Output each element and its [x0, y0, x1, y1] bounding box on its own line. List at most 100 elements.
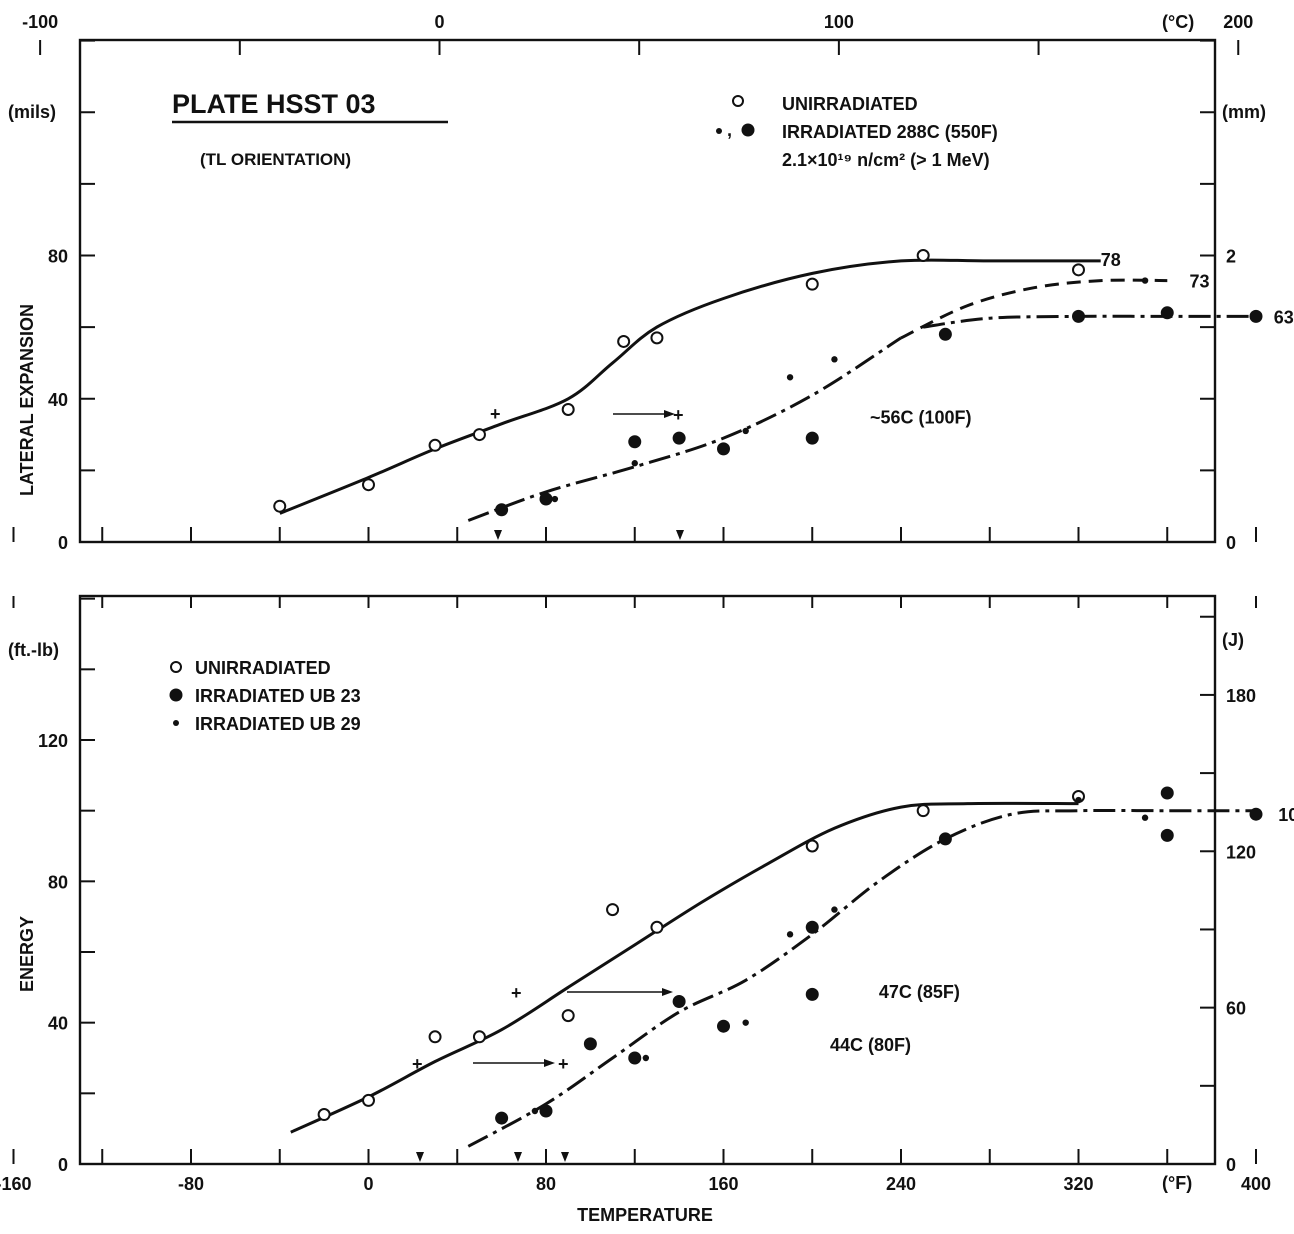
x-tick-label: 80 [536, 1174, 556, 1194]
annotation-label: 44C (80F) [830, 1035, 911, 1055]
legend-filled-marker [741, 123, 755, 137]
fit-curve-dashdot [467, 808, 1256, 1148]
point-irradiated-small [786, 931, 794, 938]
point-irradiated-large [672, 994, 686, 1008]
top-points [273, 249, 1263, 517]
joule-tick-label: 60 [1226, 999, 1246, 1019]
transition-arrow-b2 [514, 1152, 522, 1162]
bottom-curves [290, 801, 1256, 1148]
point-irradiated-large [495, 503, 509, 517]
point-unirradiated [916, 249, 930, 262]
joule-unit: (J) [1222, 630, 1244, 650]
point-unirradiated [561, 1009, 575, 1023]
transition-arrow-b3 [561, 1152, 569, 1162]
point-irradiated-small [631, 460, 638, 467]
mils-unit: (mils) [8, 102, 56, 122]
annotation-label: 78 [1101, 250, 1121, 270]
point-unirradiated [362, 1093, 375, 1107]
point-irradiated-large [1160, 828, 1174, 842]
legend-open-marker [732, 95, 744, 107]
legend-ub23: IRRADIATED UB 23 [195, 686, 361, 706]
point-irradiated-large [805, 920, 819, 934]
c-tick-label: 100 [824, 12, 854, 32]
fahrenheit-unit: (°F) [1162, 1173, 1192, 1193]
point-unirradiated [362, 478, 375, 492]
legend-irradiated-label: IRRADIATED 288C (550F) [782, 122, 998, 142]
c-tick-label: 200 [1223, 12, 1253, 32]
lateral-expansion-panel: -100 0 100 200 0 40 80 0 2 PLATE HSST 03 (TL ORI… [8, 12, 1294, 553]
x-tick-label: -80 [178, 1174, 204, 1194]
point-irradiated-small [1141, 814, 1149, 821]
point-irradiated-large [938, 327, 952, 341]
cross-marker-b3: + [558, 1054, 569, 1074]
fit-curve-dashed [900, 278, 1168, 340]
legend-ub29: IRRADIATED UB 29 [195, 714, 361, 734]
cross-marker-b2: + [511, 983, 522, 1003]
mils-tick-label: 0 [58, 533, 68, 553]
bottom-legend: UNIRRADIATED IRRADIATED UB 23 IRRADIATED… [169, 658, 361, 734]
point-irradiated-large [672, 431, 686, 445]
point-irradiated-large [495, 1111, 509, 1125]
point-unirradiated [561, 402, 575, 416]
c-tick-label: -100 [22, 12, 58, 32]
point-unirradiated [650, 331, 664, 345]
point-irradiated-small [531, 1107, 539, 1115]
annotation-label: 100 [1278, 805, 1294, 825]
temperature-label: TEMPERATURE [577, 1205, 713, 1225]
point-irradiated-large [938, 832, 952, 846]
energy-label: ENERGY [17, 916, 37, 992]
legend-unirradiated-b: UNIRRADIATED [195, 658, 331, 678]
point-irradiated-large [1160, 786, 1174, 800]
legend-unirradiated-label: UNIRRADIATED [782, 94, 918, 114]
point-irradiated-small [786, 374, 794, 381]
fit-curve-solid [290, 801, 1079, 1134]
top-ticks: -100 0 100 200 0 40 80 0 2 [12, 12, 1257, 553]
point-unirradiated [428, 438, 442, 452]
legend-filled-marker-b [169, 688, 183, 702]
point-unirradiated [617, 334, 631, 348]
point-irradiated-small [1075, 796, 1082, 804]
annotation-label: 73 [1189, 272, 1209, 292]
point-unirradiated [317, 1108, 331, 1122]
joule-tick-label: 120 [1226, 842, 1256, 862]
point-irradiated-large [583, 1037, 597, 1051]
mils-tick-label: 80 [48, 247, 68, 267]
annotation-label: ~56C (100F) [870, 408, 972, 428]
plate-title: PLATE HSST 03 [172, 89, 376, 119]
x-tick-label: 400 [1241, 1174, 1271, 1194]
celsius-unit: (°C) [1162, 12, 1194, 32]
point-irradiated-large [539, 1104, 553, 1118]
point-unirradiated [805, 839, 819, 853]
legend-small-marker [716, 128, 722, 134]
lateral-expansion-label: LATERAL EXPANSION [17, 304, 37, 496]
point-unirradiated [606, 903, 620, 917]
x-tick-label: 0 [363, 1174, 373, 1194]
annotation-label: 47C (85F) [879, 982, 960, 1002]
ftlb-tick-label: 40 [48, 1014, 68, 1034]
cross-marker-1: + [490, 404, 501, 424]
transition-arrow-b1 [416, 1152, 424, 1162]
top-curves [279, 258, 1256, 522]
x-tick-label: 240 [886, 1174, 916, 1194]
point-unirradiated [916, 804, 930, 818]
fit-curve-dashdot [467, 336, 902, 522]
mm-unit: (mm) [1222, 102, 1266, 122]
orientation-subtitle: (TL ORIENTATION) [200, 150, 351, 169]
ftlb-unit: (ft.-lb) [8, 640, 59, 660]
point-irradiated-large [628, 435, 642, 449]
point-irradiated-large [539, 492, 553, 506]
point-unirradiated [273, 499, 287, 513]
point-irradiated-small [742, 427, 749, 435]
annotation-label: 63 [1274, 307, 1294, 327]
energy-panel: -160-8008016024032040004080120060120180 … [0, 594, 1294, 1225]
fit-curve-solid [279, 258, 1101, 515]
bottom-annotations: 100 47C (85F) 44C (80F) [830, 805, 1294, 1055]
shift-arrow-head [664, 410, 675, 418]
mm-tick-label: 2 [1226, 247, 1236, 267]
x-tick-label: -160 [0, 1174, 32, 1194]
shift-arrow-44c-head [544, 1059, 555, 1067]
ftlb-tick-label: 120 [38, 731, 68, 751]
transition-arrow-2 [676, 530, 684, 540]
point-irradiated-large [1072, 309, 1085, 323]
